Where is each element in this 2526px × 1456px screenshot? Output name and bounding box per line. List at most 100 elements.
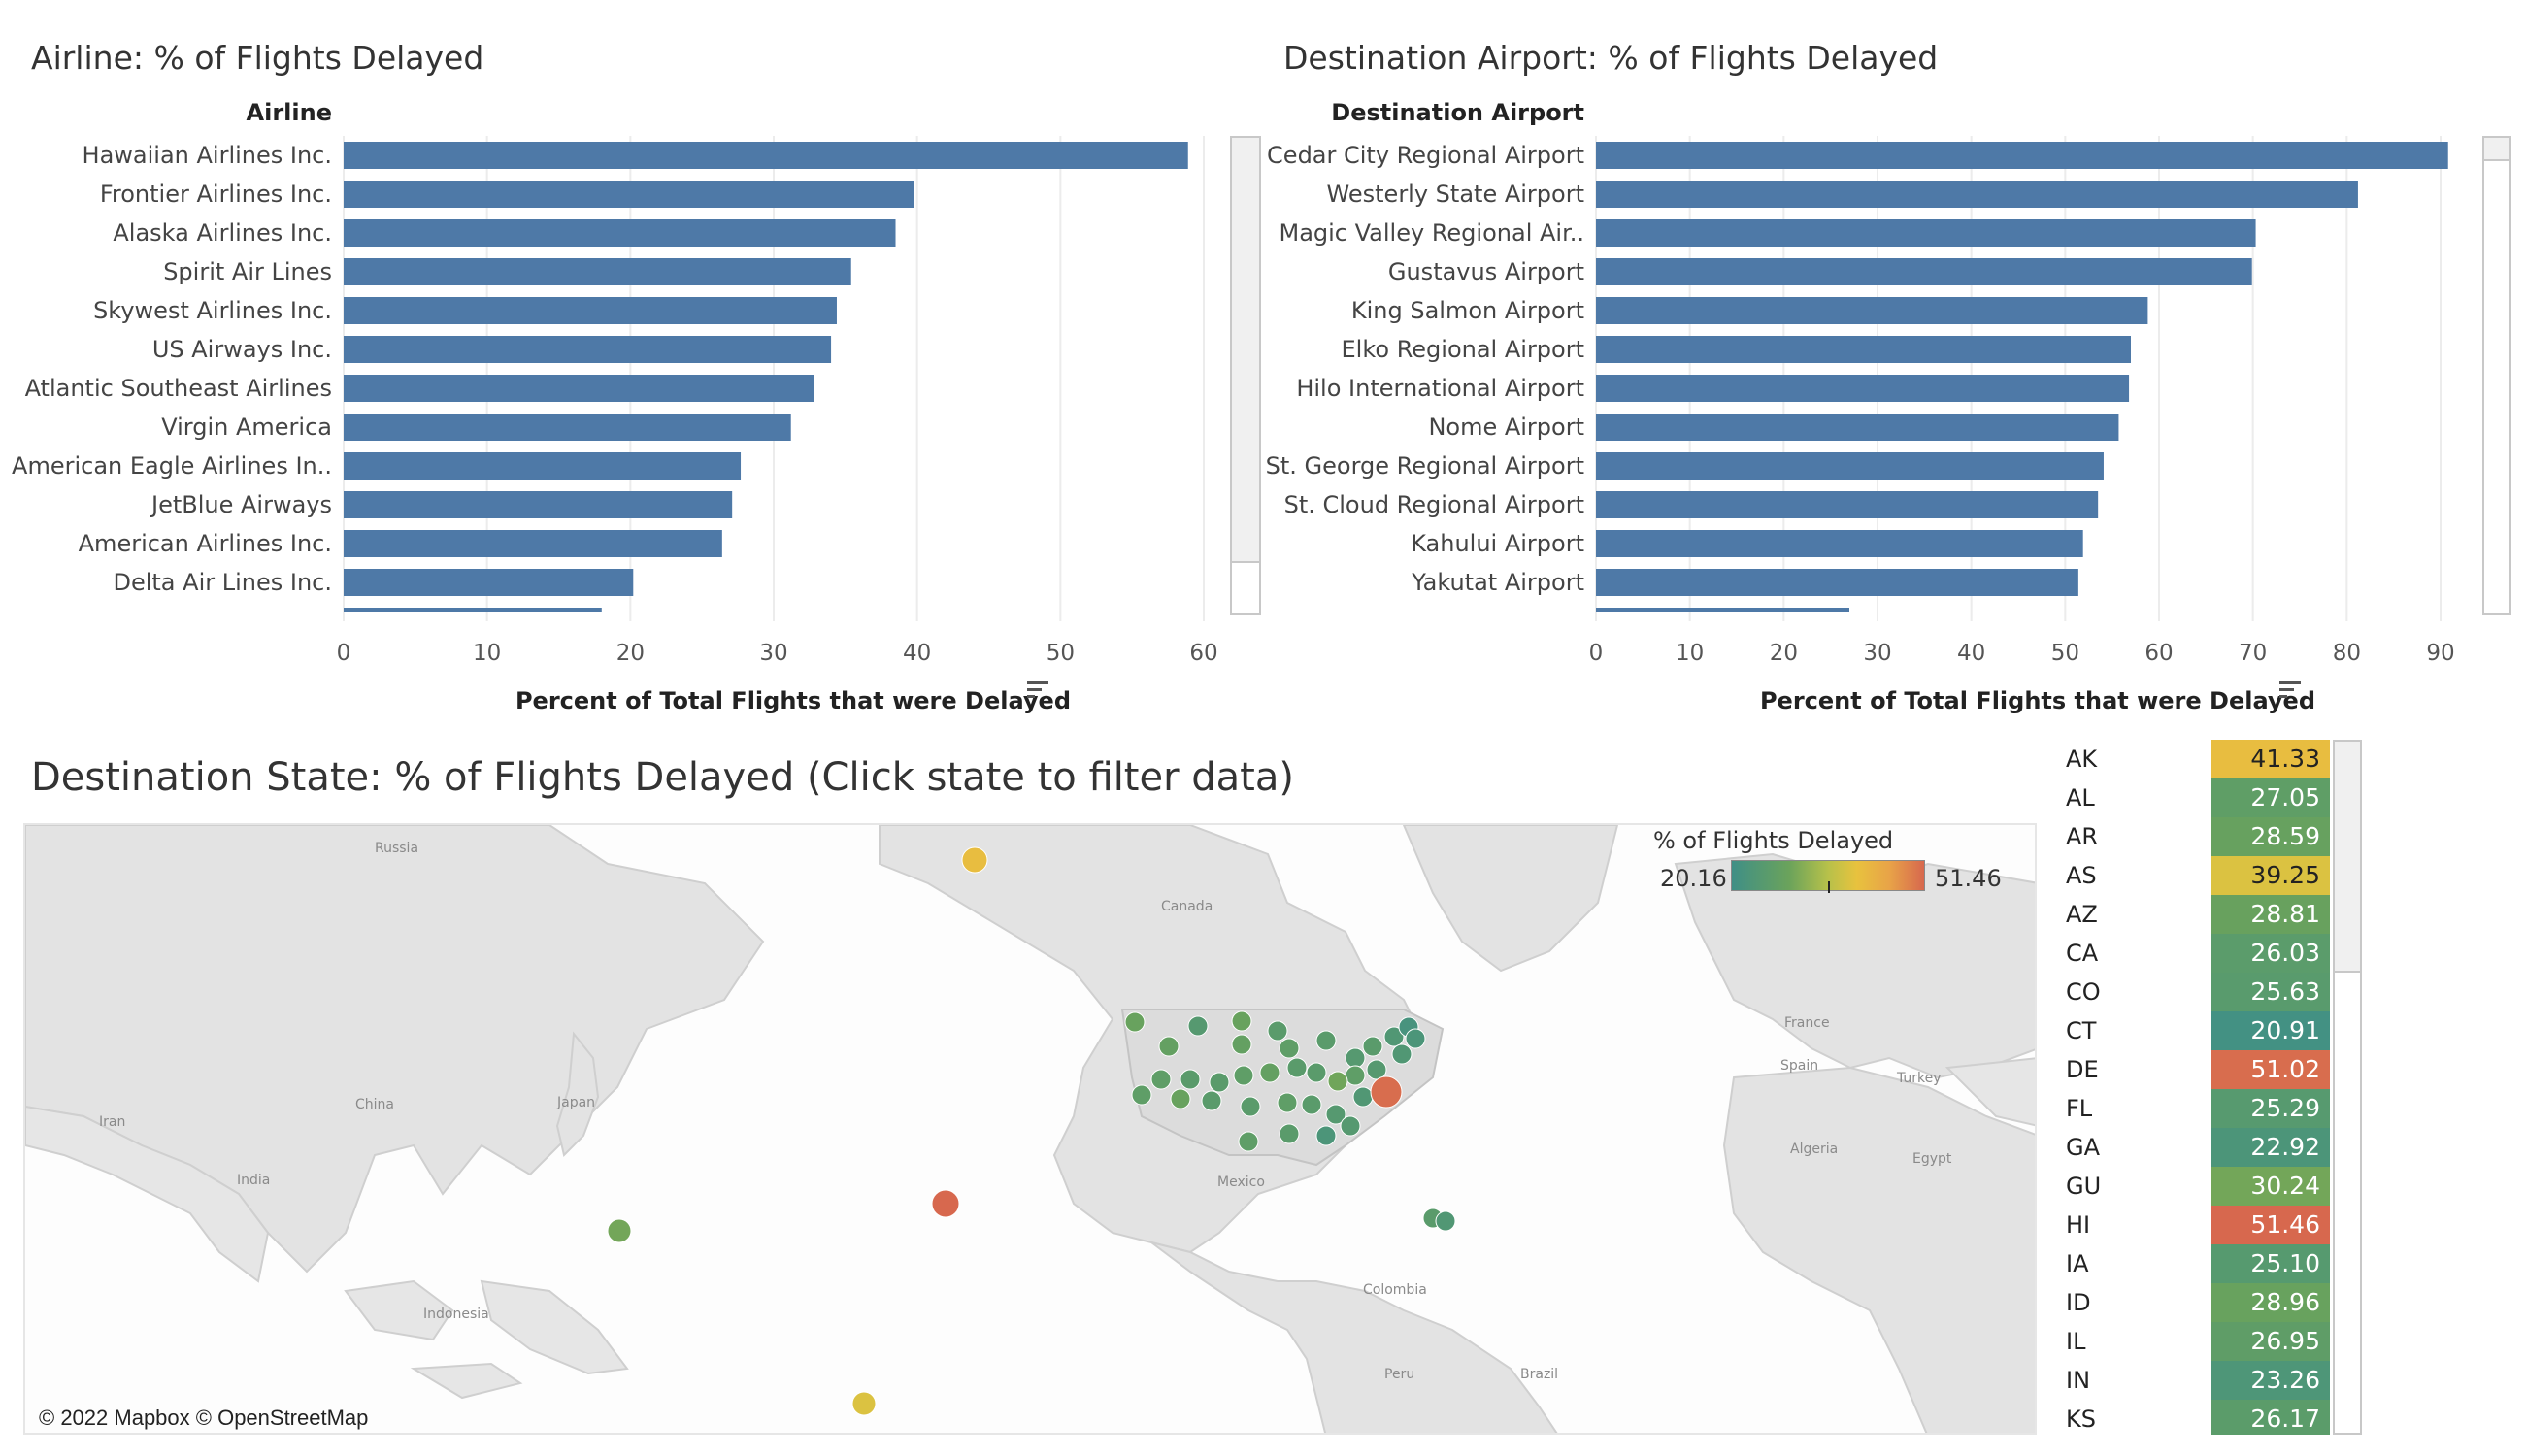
airline-bar[interactable] [344, 452, 742, 480]
airline-bar[interactable] [344, 181, 914, 208]
state-marker[interactable] [1362, 1036, 1383, 1057]
state-marker[interactable] [1315, 1030, 1337, 1051]
state-row-ak[interactable]: AK 41.33 [2056, 740, 2330, 778]
airport-bar[interactable] [1596, 375, 2130, 402]
airline-category-label[interactable]: US Airways Inc. [152, 336, 332, 363]
airport-bar[interactable] [1596, 181, 2358, 208]
airport-category-label[interactable]: Yakutat Airport [1411, 569, 1584, 596]
airport-bar[interactable] [1596, 569, 2078, 596]
state-row-il[interactable]: IL 26.95 [2056, 1322, 2330, 1361]
state-marker[interactable] [1383, 1026, 1405, 1047]
airline-bar[interactable] [344, 336, 832, 363]
state-row-id[interactable]: ID 28.96 [2056, 1283, 2330, 1322]
state-table[interactable]: AK 41.33 AL 27.05 AR 28.59 AS 39.25 AZ 28.81 CA 26.… [2056, 740, 2330, 1435]
airline-category-label[interactable]: Frontier Airlines Inc. [100, 181, 332, 208]
state-marker[interactable] [1340, 1115, 1361, 1137]
state-marker-ak[interactable] [961, 846, 988, 874]
airline-bar[interactable] [344, 569, 634, 596]
state-row-in[interactable]: IN 23.26 [2056, 1361, 2330, 1400]
airline-category-label[interactable]: JetBlue Airways [150, 491, 332, 518]
airport-bar[interactable] [1596, 530, 2083, 557]
state-row-fl[interactable]: FL 25.29 [2056, 1089, 2330, 1128]
airport-category-label[interactable]: Cedar City Regional Airport [1267, 142, 1584, 169]
state-marker[interactable] [1131, 1084, 1152, 1106]
state-marker[interactable] [1170, 1088, 1191, 1109]
airport-scrollbar[interactable] [2482, 136, 2511, 615]
state-marker[interactable] [1209, 1072, 1230, 1093]
airport-scrollbar-thumb[interactable] [2484, 138, 2509, 161]
state-marker[interactable] [1150, 1069, 1172, 1090]
state-marker[interactable] [1187, 1015, 1209, 1037]
airport-category-label[interactable]: King Salmon Airport [1351, 297, 1584, 324]
airline-bar[interactable] [344, 258, 851, 285]
airline-category-label[interactable]: Hawaiian Airlines Inc. [83, 142, 332, 169]
state-marker[interactable] [1391, 1043, 1413, 1065]
airline-scrollbar[interactable] [1230, 136, 1261, 615]
airport-bar-chart[interactable]: Destination Airport Cedar City Regional A… [1262, 97, 2526, 718]
airline-category-label[interactable]: American Airlines Inc. [79, 530, 332, 557]
airport-category-label[interactable]: St. George Regional Airport [1266, 452, 1584, 480]
airline-bar[interactable] [344, 375, 814, 402]
state-row-ia[interactable]: IA 25.10 [2056, 1244, 2330, 1283]
state-row-ca[interactable]: CA 26.03 [2056, 934, 2330, 973]
airport-bar[interactable] [1596, 336, 2131, 363]
state-marker[interactable] [1286, 1057, 1308, 1078]
airline-bar[interactable] [344, 297, 837, 324]
airport-category-label[interactable]: Kahului Airport [1411, 530, 1584, 557]
airport-bar[interactable] [1596, 414, 2119, 441]
airline-category-label[interactable]: Spirit Air Lines [163, 258, 332, 285]
state-marker[interactable] [1231, 1010, 1252, 1032]
state-row-de[interactable]: DE 51.02 [2056, 1050, 2330, 1089]
airport-sort-icon[interactable] [2279, 681, 2301, 701]
state-row-hi[interactable]: HI 51.46 [2056, 1206, 2330, 1244]
airport-category-label[interactable]: Hilo International Airport [1296, 375, 1584, 402]
state-marker[interactable] [1435, 1210, 1456, 1232]
state-row-co[interactable]: CO 25.63 [2056, 973, 2330, 1011]
state-marker[interactable] [1306, 1062, 1327, 1083]
state-marker-as[interactable] [851, 1391, 877, 1416]
airport-category-label[interactable]: Gustavus Airport [1388, 258, 1584, 285]
airline-category-label[interactable]: Alaska Airlines Inc. [113, 219, 332, 247]
state-marker[interactable] [1180, 1069, 1201, 1090]
airline-category-label[interactable]: American Eagle Airlines In.. [12, 452, 332, 480]
airport-category-label[interactable]: Nome Airport [1428, 414, 1584, 441]
state-marker[interactable] [1277, 1092, 1298, 1113]
airline-bar[interactable] [344, 142, 1188, 169]
airport-bar[interactable] [1596, 491, 2099, 518]
state-marker[interactable] [1345, 1047, 1366, 1069]
state-marker[interactable] [1352, 1086, 1374, 1108]
airport-category-label[interactable]: Elko Regional Airport [1342, 336, 1585, 363]
state-row-ar[interactable]: AR 28.59 [2056, 817, 2330, 856]
state-marker[interactable] [1327, 1071, 1348, 1092]
airport-bar[interactable] [1596, 258, 2252, 285]
state-marker[interactable] [1325, 1104, 1346, 1125]
state-marker[interactable] [1279, 1123, 1300, 1144]
airline-sort-icon[interactable] [1027, 681, 1048, 701]
state-row-ga[interactable]: GA 22.92 [2056, 1128, 2330, 1167]
state-marker[interactable] [1240, 1096, 1261, 1117]
state-marker[interactable] [1201, 1090, 1222, 1111]
state-marker[interactable] [1301, 1094, 1322, 1115]
airline-category-label[interactable]: Delta Air Lines Inc. [113, 569, 332, 596]
state-marker[interactable] [1158, 1036, 1180, 1057]
state-marker[interactable] [1345, 1065, 1366, 1086]
state-row-ks[interactable]: KS 26.17 [2056, 1400, 2330, 1435]
airport-bar[interactable] [1596, 297, 2148, 324]
airport-bar[interactable] [1596, 142, 2448, 169]
airline-bar[interactable] [344, 219, 896, 247]
airline-scrollbar-thumb[interactable] [1232, 138, 1259, 563]
airline-bar[interactable] [344, 491, 733, 518]
state-table-scrollbar-thumb[interactable] [2335, 742, 2360, 973]
airline-category-label[interactable]: Skywest Airlines Inc. [93, 297, 332, 324]
airport-category-label[interactable]: St. Cloud Regional Airport [1284, 491, 1584, 518]
state-marker[interactable] [1231, 1034, 1252, 1055]
state-map[interactable]: Russia Canada China Japan Iran India Indonesia… [23, 823, 2037, 1435]
state-marker-hi[interactable] [931, 1189, 960, 1218]
state-marker[interactable] [1124, 1011, 1146, 1033]
airport-bar[interactable] [1596, 452, 2104, 480]
airline-bar[interactable] [344, 414, 791, 441]
state-row-gu[interactable]: GU 30.24 [2056, 1167, 2330, 1206]
airline-bar-chart[interactable]: Airline Hawaiian Airlines Inc. Frontier Ai… [0, 97, 1262, 718]
airport-bar[interactable] [1596, 219, 2256, 247]
state-table-scrollbar[interactable] [2333, 740, 2362, 1435]
